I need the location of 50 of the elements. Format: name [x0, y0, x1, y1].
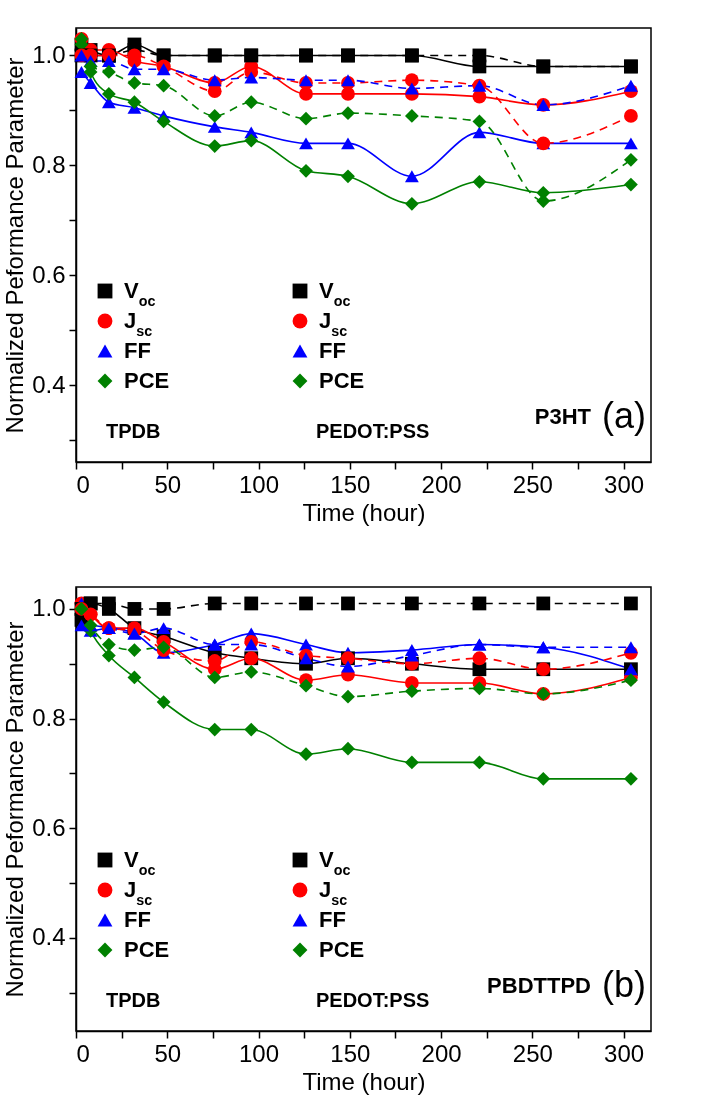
legend-label: V$_{oc}$: [319, 278, 351, 309]
legend-label: PCE: [319, 937, 365, 962]
y-tick-label: 0.8: [32, 704, 66, 732]
legend-label: FF: [319, 338, 346, 363]
annotation: PBDTTPD: [487, 973, 591, 998]
x-tick-label: 200: [421, 470, 462, 498]
legend-label: PCE: [124, 937, 170, 962]
x-tick-label: 250: [512, 1039, 553, 1067]
legend-label: V$_{oc}$: [124, 847, 156, 878]
legend-label: FF: [124, 338, 151, 363]
y-tick-label: 1.0: [32, 40, 66, 68]
annotation: TPDB: [106, 989, 161, 1011]
y-tick-label: 0.4: [32, 370, 66, 398]
y-tick-label: 0.4: [32, 923, 66, 951]
x-tick-label: 0: [76, 470, 90, 498]
annotation: P3HT: [534, 404, 592, 429]
y-tick-label: 0.6: [32, 260, 66, 288]
legend-label: FF: [319, 907, 346, 932]
x-tick-label: 250: [512, 470, 553, 498]
x-tick-label: 100: [239, 470, 280, 498]
legend-label: FF: [124, 907, 151, 932]
annotation: (b): [602, 964, 646, 1005]
legend-label: J$_{sc}$: [319, 308, 348, 339]
annotation: (a): [602, 395, 646, 436]
y-tick-label: 1.0: [32, 594, 66, 622]
legend-label: J$_{sc}$: [319, 877, 348, 908]
annotation: TPDB: [106, 420, 161, 442]
x-tick-label: 50: [154, 470, 182, 498]
legend-label: V$_{oc}$: [124, 278, 156, 309]
annotation: PEDOT:PSS: [316, 420, 430, 442]
y-tick-label: 0.8: [32, 150, 66, 178]
x-tick-label: 0: [76, 1039, 90, 1067]
x-tick-label: 150: [330, 470, 371, 498]
x-tick-label: 300: [604, 470, 645, 498]
legend-label: J$_{sc}$: [124, 308, 153, 339]
x-axis-title: Time (hour): [302, 498, 426, 526]
y-axis-title: Normalized Peformance Parameter: [1, 621, 29, 998]
annotation: PEDOT:PSS: [316, 989, 430, 1011]
x-tick-label: 200: [421, 1039, 462, 1067]
legend-label: PCE: [124, 368, 170, 393]
x-tick-label: 300: [604, 1039, 645, 1067]
y-axis-title: Normalized Peformance Parameter: [1, 57, 29, 434]
x-tick-label: 100: [239, 1039, 280, 1067]
x-tick-label: 150: [330, 1039, 371, 1067]
legend-label: PCE: [319, 368, 365, 393]
legend-label: V$_{oc}$: [319, 847, 351, 878]
legend-label: J$_{sc}$: [124, 877, 153, 908]
x-tick-label: 50: [154, 1039, 182, 1067]
y-tick-label: 0.6: [32, 813, 66, 841]
x-axis-title: Time (hour): [302, 1067, 426, 1095]
